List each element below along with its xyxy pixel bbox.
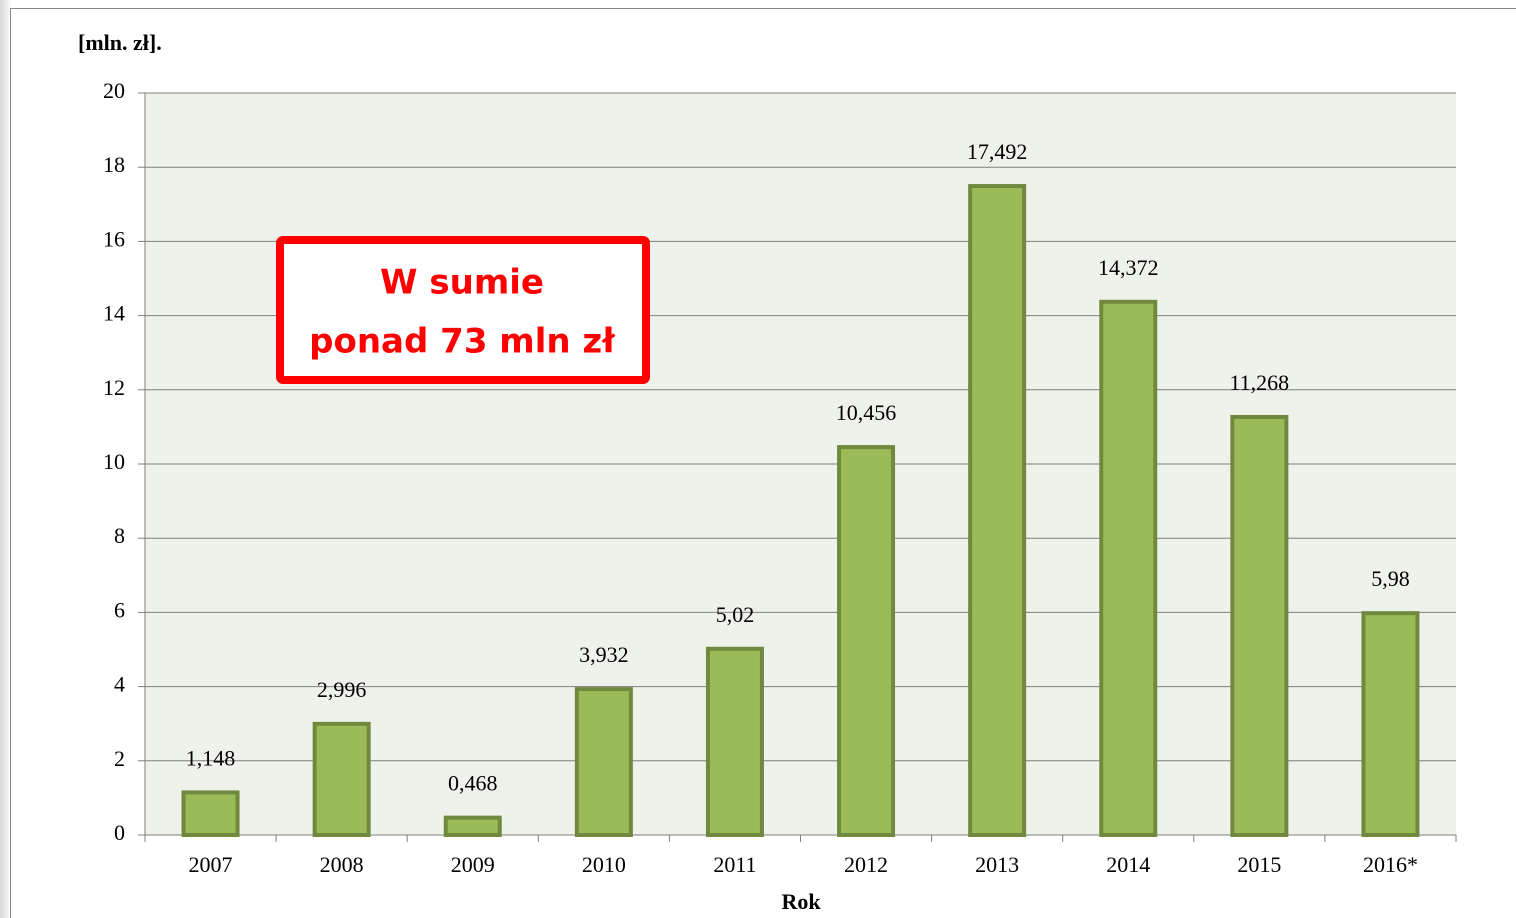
annotation: W sumie — [380, 263, 544, 303]
value-label: 3,932 — [579, 642, 629, 667]
y-axis-label: [mln. zł]. — [78, 30, 162, 55]
value-label: 17,492 — [967, 139, 1028, 164]
x-axis-label: Rok — [781, 889, 821, 914]
value-label: 5,02 — [716, 602, 755, 627]
bar — [1230, 414, 1289, 837]
value-label: 11,268 — [1230, 370, 1290, 395]
y-tick-label: 4 — [114, 672, 125, 697]
x-tick-label: 2011 — [713, 852, 756, 877]
x-tick-label: 2010 — [582, 852, 626, 877]
x-tick-label: 2015 — [1237, 852, 1281, 877]
bar — [1361, 611, 1420, 838]
y-tick-label: 0 — [114, 820, 125, 845]
y-tick-label: 6 — [114, 597, 125, 622]
x-tick-label: 2013 — [975, 852, 1019, 877]
value-label: 10,456 — [836, 400, 897, 425]
x-tick-label: 2009 — [451, 852, 495, 877]
y-tick-label: 2 — [114, 746, 125, 771]
x-tick-label: 2016* — [1363, 852, 1418, 877]
side-shade — [0, 0, 12, 918]
annotation: ponad 73 mln zł — [309, 322, 616, 362]
value-label: 0,468 — [448, 771, 498, 796]
bar — [968, 184, 1027, 837]
bar — [312, 721, 371, 837]
bar — [1099, 299, 1158, 837]
y-tick-label: 12 — [103, 375, 125, 400]
value-label: 2,996 — [317, 677, 367, 702]
y-tick-label: 16 — [103, 226, 125, 251]
bar — [181, 790, 240, 837]
x-tick-label: 2008 — [320, 852, 364, 877]
bar — [443, 815, 502, 838]
bar — [574, 687, 633, 837]
x-tick-label: 2014 — [1106, 852, 1150, 877]
y-tick-label: 14 — [103, 301, 125, 326]
value-label: 5,98 — [1371, 566, 1410, 591]
value-label: 1,148 — [186, 745, 236, 770]
y-tick-label: 8 — [114, 523, 125, 548]
y-tick-label: 10 — [103, 449, 125, 474]
bar — [837, 445, 896, 837]
annotation-box — [276, 236, 650, 384]
bar — [705, 646, 764, 837]
y-tick-label: 18 — [103, 152, 125, 177]
x-tick-label: 2012 — [844, 852, 888, 877]
value-label: 14,372 — [1098, 255, 1159, 280]
y-tick-label: 20 — [103, 78, 125, 103]
x-tick-label: 2007 — [189, 852, 233, 877]
